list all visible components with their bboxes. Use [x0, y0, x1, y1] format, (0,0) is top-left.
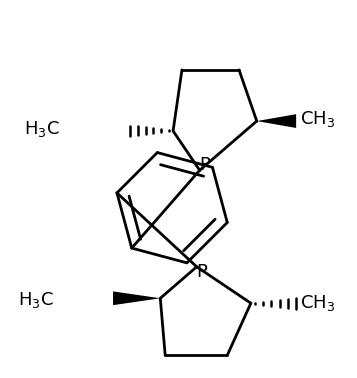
Text: CH$_3$: CH$_3$	[300, 293, 335, 313]
Polygon shape	[113, 291, 160, 305]
Polygon shape	[257, 114, 296, 128]
Text: H$_3$C: H$_3$C	[17, 290, 53, 310]
Text: CH$_3$: CH$_3$	[300, 109, 335, 129]
Text: H$_3$C: H$_3$C	[24, 119, 60, 139]
Text: P: P	[199, 156, 210, 174]
Text: P: P	[196, 263, 207, 281]
